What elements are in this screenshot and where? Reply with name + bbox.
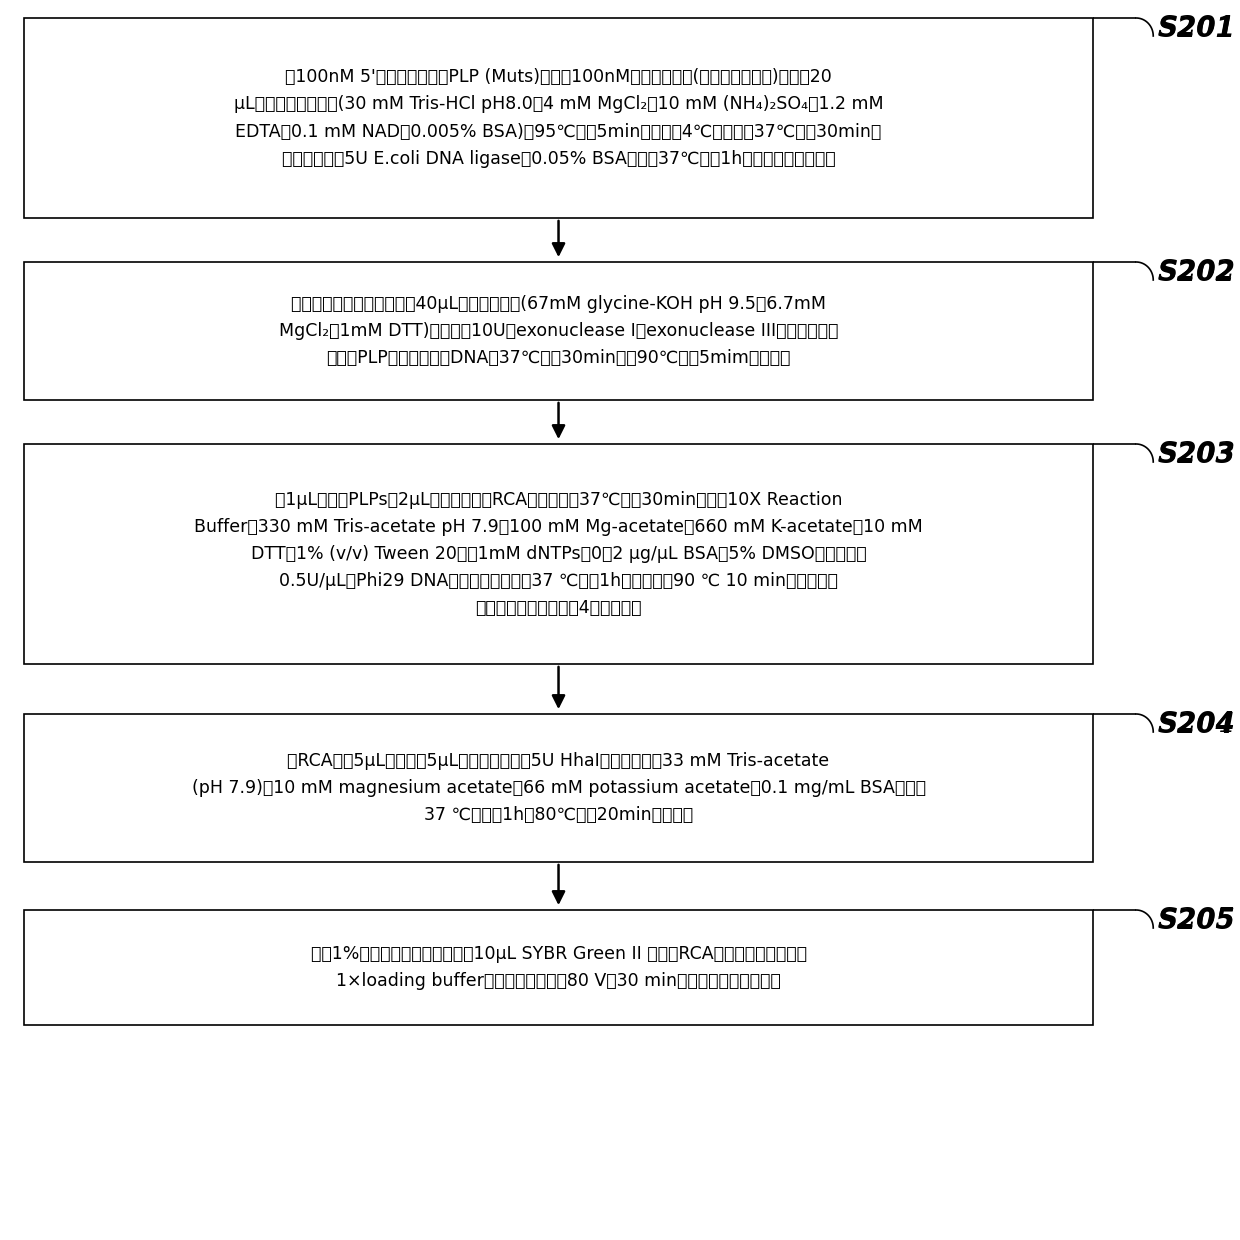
- Text: S203: S203: [1158, 441, 1236, 467]
- Text: S203: S203: [1158, 441, 1236, 469]
- Bar: [24, 910, 1094, 1025]
- Text: 取RCA产物5μL，混合于5μL酶切反应体系（5U HhaI限制性内切，33 mM Tris-acetate
(pH 7.9)，10 mM magnesium : 取RCA产物5μL，混合于5μL酶切反应体系（5U HhaI限制性内切，33 m…: [191, 751, 925, 825]
- Text: S204: S204: [1158, 711, 1236, 739]
- Bar: [24, 262, 1094, 401]
- Text: 将1μL环化的PLPs和2μL扩增引物放入RCA反应体系中37℃温育30min，包含10X Reaction
Buffer（330 mM Tris-acetat: 将1μL环化的PLPs和2μL扩增引物放入RCA反应体系中37℃温育30min，…: [195, 491, 923, 618]
- Text: S204: S204: [1158, 711, 1236, 738]
- Bar: [24, 19, 1094, 218]
- Text: S205: S205: [1158, 906, 1236, 935]
- Text: S202: S202: [1158, 259, 1236, 286]
- Bar: [24, 444, 1094, 663]
- Text: S201: S201: [1158, 15, 1236, 42]
- Bar: [24, 714, 1094, 862]
- Text: 将上步反应的连接产物加于40μL外切反应体系(67mM glycine-KOH pH 9.5，6.7mM
MgCl₂，1mM DTT)中，加入10U的exonu: 将上步反应的连接产物加于40μL外切反应体系(67mM glycine-KOH …: [279, 295, 838, 367]
- Text: S205: S205: [1158, 906, 1236, 934]
- Text: S201: S201: [1158, 15, 1236, 43]
- Text: 将100nM 5'端磷酸化的线性PLP (Muts)分别与100nM的两种靶序列(突变型和野生型)混合于20
μL连接体系中，包括(30 mM Tris-HCl: 将100nM 5'端磷酸化的线性PLP (Muts)分别与100nM的两种靶序列…: [233, 68, 883, 167]
- Text: S202: S202: [1158, 259, 1236, 286]
- Text: 配制1%的琼脂糖凝胶电泳，加入10μL SYBR Green II 染色的RCA产物（酶切产物），
1×loading buffer，进行电泳，电压80 V，3: 配制1%的琼脂糖凝胶电泳，加入10μL SYBR Green II 染色的RCA…: [310, 945, 806, 990]
